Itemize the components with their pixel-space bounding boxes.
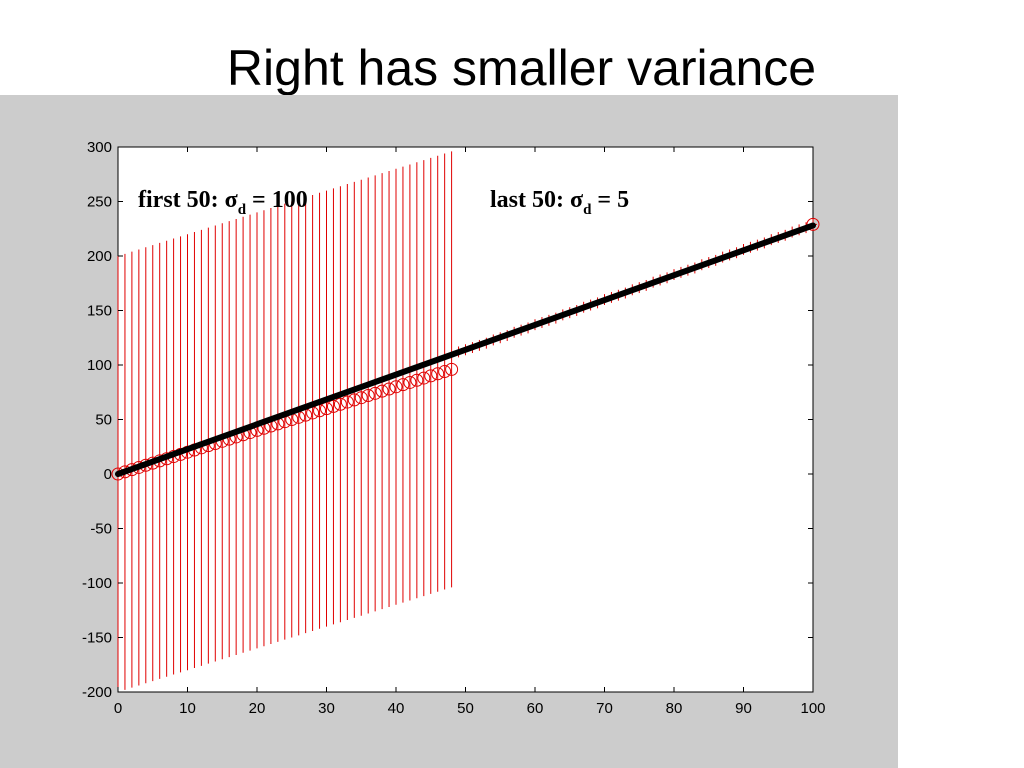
- y-tick-label: -50: [90, 521, 112, 538]
- annotation-last-50: last 50: σd = 5: [490, 187, 629, 218]
- circle-marker: [333, 397, 347, 411]
- slide-title: Right has smaller variance: [226, 40, 817, 96]
- ticks-group: [117, 146, 814, 693]
- x-tick-label: 80: [666, 700, 683, 717]
- y-tick-label: 250: [87, 194, 112, 211]
- x-tick-label: 90: [735, 700, 752, 717]
- y-tick-label: 200: [87, 248, 112, 265]
- plot-area: [117, 146, 814, 693]
- tick-labels-group: 0 10 20 30 40 50 60 70 80 90 100 -200 -150 -100 -50 0 50…: [82, 139, 826, 717]
- y-tick-label: 100: [87, 357, 112, 374]
- circle-marker: [438, 365, 452, 379]
- x-tick-label: 20: [249, 700, 266, 717]
- circle-marker: [417, 371, 431, 385]
- x-tick-label: 100: [800, 700, 825, 717]
- annotation-first-50: first 50: σd = 100: [138, 187, 308, 218]
- figure-panel: 0 10 20 30 40 50 60 70 80 90 100 -200 -150 -100 -50 0 50…: [0, 95, 898, 768]
- x-tick-label: 60: [527, 700, 544, 717]
- y-tick-label: -100: [82, 575, 112, 592]
- y-tick-label: -150: [82, 630, 112, 647]
- circle-marker: [396, 378, 410, 392]
- circle-marker: [445, 362, 459, 376]
- circle-marker: [347, 393, 361, 407]
- errorbar-plot: 0 10 20 30 40 50 60 70 80 90 100 -200 -150 -100 -50 0 50…: [82, 139, 826, 717]
- x-tick-label: 70: [596, 700, 613, 717]
- y-tick-label: -200: [82, 684, 112, 701]
- y-tick-label: 300: [87, 139, 112, 156]
- fit-line: [115, 222, 816, 477]
- x-tick-label: 0: [114, 700, 122, 717]
- circle-marker: [410, 373, 424, 387]
- x-tick-label: 50: [457, 700, 474, 717]
- x-tick-label: 40: [388, 700, 405, 717]
- circle-marker: [806, 217, 820, 231]
- circle-marker: [354, 391, 368, 405]
- x-tick-label: 30: [318, 700, 335, 717]
- circle-marker: [389, 380, 403, 394]
- fit-line-group: [115, 222, 816, 477]
- x-tick-label: 10: [179, 700, 196, 717]
- y-tick-label: 150: [87, 303, 112, 320]
- circle-marker: [403, 375, 417, 389]
- circle-marker: [431, 367, 445, 381]
- circle-marker: [340, 395, 354, 409]
- circle-marker: [361, 389, 375, 403]
- y-tick-label: 50: [95, 412, 112, 429]
- circle-marker: [424, 369, 438, 383]
- circle-marker: [326, 399, 340, 413]
- circle-marker: [382, 382, 396, 396]
- circle-marker: [368, 386, 382, 400]
- circle-marker: [375, 384, 389, 398]
- y-tick-label: 0: [104, 466, 112, 483]
